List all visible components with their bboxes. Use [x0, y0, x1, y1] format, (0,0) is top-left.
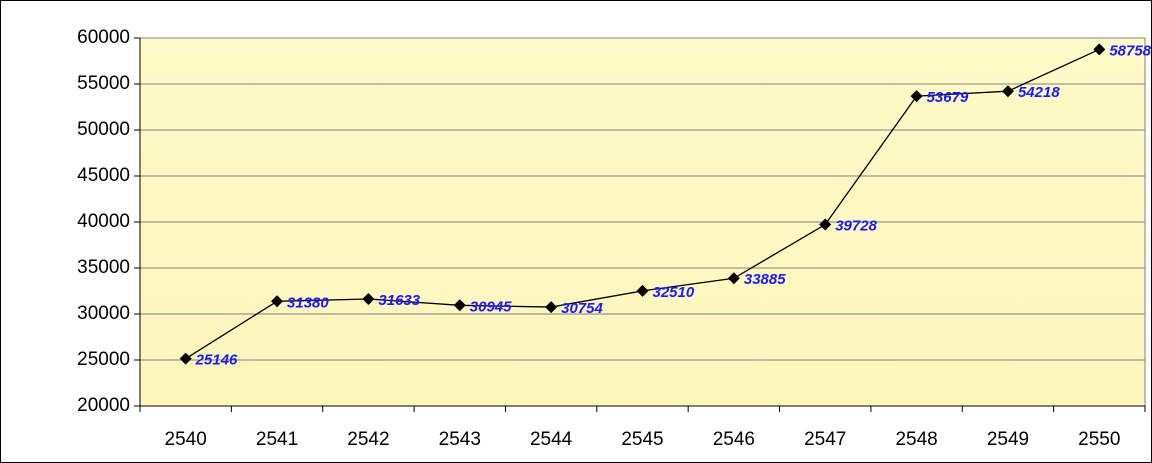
- value-label: 54218: [1018, 84, 1060, 101]
- value-label: 30945: [470, 298, 512, 315]
- value-label: 31380: [287, 294, 329, 311]
- marker: [271, 295, 284, 308]
- value-label: 32510: [653, 284, 695, 301]
- marker: [179, 352, 192, 365]
- x-tick-label: 2550: [1078, 429, 1120, 450]
- y-tick-label: 20000: [77, 395, 130, 416]
- marker: [362, 292, 375, 305]
- y-tick-label: 35000: [77, 257, 130, 278]
- value-label: 58758: [1109, 42, 1151, 59]
- marker: [453, 299, 466, 312]
- y-tick-label: 40000: [77, 211, 130, 232]
- marker: [910, 90, 923, 103]
- marker: [1093, 43, 1106, 56]
- value-label: 25146: [195, 352, 238, 369]
- y-tick-label: 50000: [77, 119, 130, 140]
- value-label: 31633: [378, 292, 420, 309]
- marker: [1001, 85, 1014, 98]
- x-tick-label: 2547: [804, 429, 846, 450]
- x-tick-label: 2549: [987, 429, 1029, 450]
- x-tick-label: 2541: [256, 429, 298, 450]
- x-tick-label: 2546: [713, 429, 755, 450]
- value-label: 53679: [927, 89, 969, 106]
- value-label: 30754: [561, 300, 603, 317]
- y-tick-label: 25000: [77, 349, 130, 370]
- x-tick-label: 2542: [347, 429, 389, 450]
- x-tick-label: 2544: [530, 429, 573, 450]
- x-tick-label: 2543: [439, 429, 481, 450]
- y-tick-label: 45000: [77, 165, 130, 186]
- y-tick-label: 30000: [77, 303, 130, 324]
- value-label: 39728: [835, 217, 877, 234]
- x-tick-label: 2540: [165, 429, 207, 450]
- y-tick-label: 60000: [77, 27, 130, 48]
- y-tick-label: 55000: [77, 73, 130, 94]
- marker: [727, 272, 740, 285]
- value-label: 33885: [744, 271, 786, 288]
- marker: [545, 301, 558, 314]
- marker: [636, 284, 649, 297]
- marker: [819, 218, 832, 231]
- x-tick-label: 2545: [621, 429, 663, 450]
- x-tick-label: 2548: [895, 429, 937, 450]
